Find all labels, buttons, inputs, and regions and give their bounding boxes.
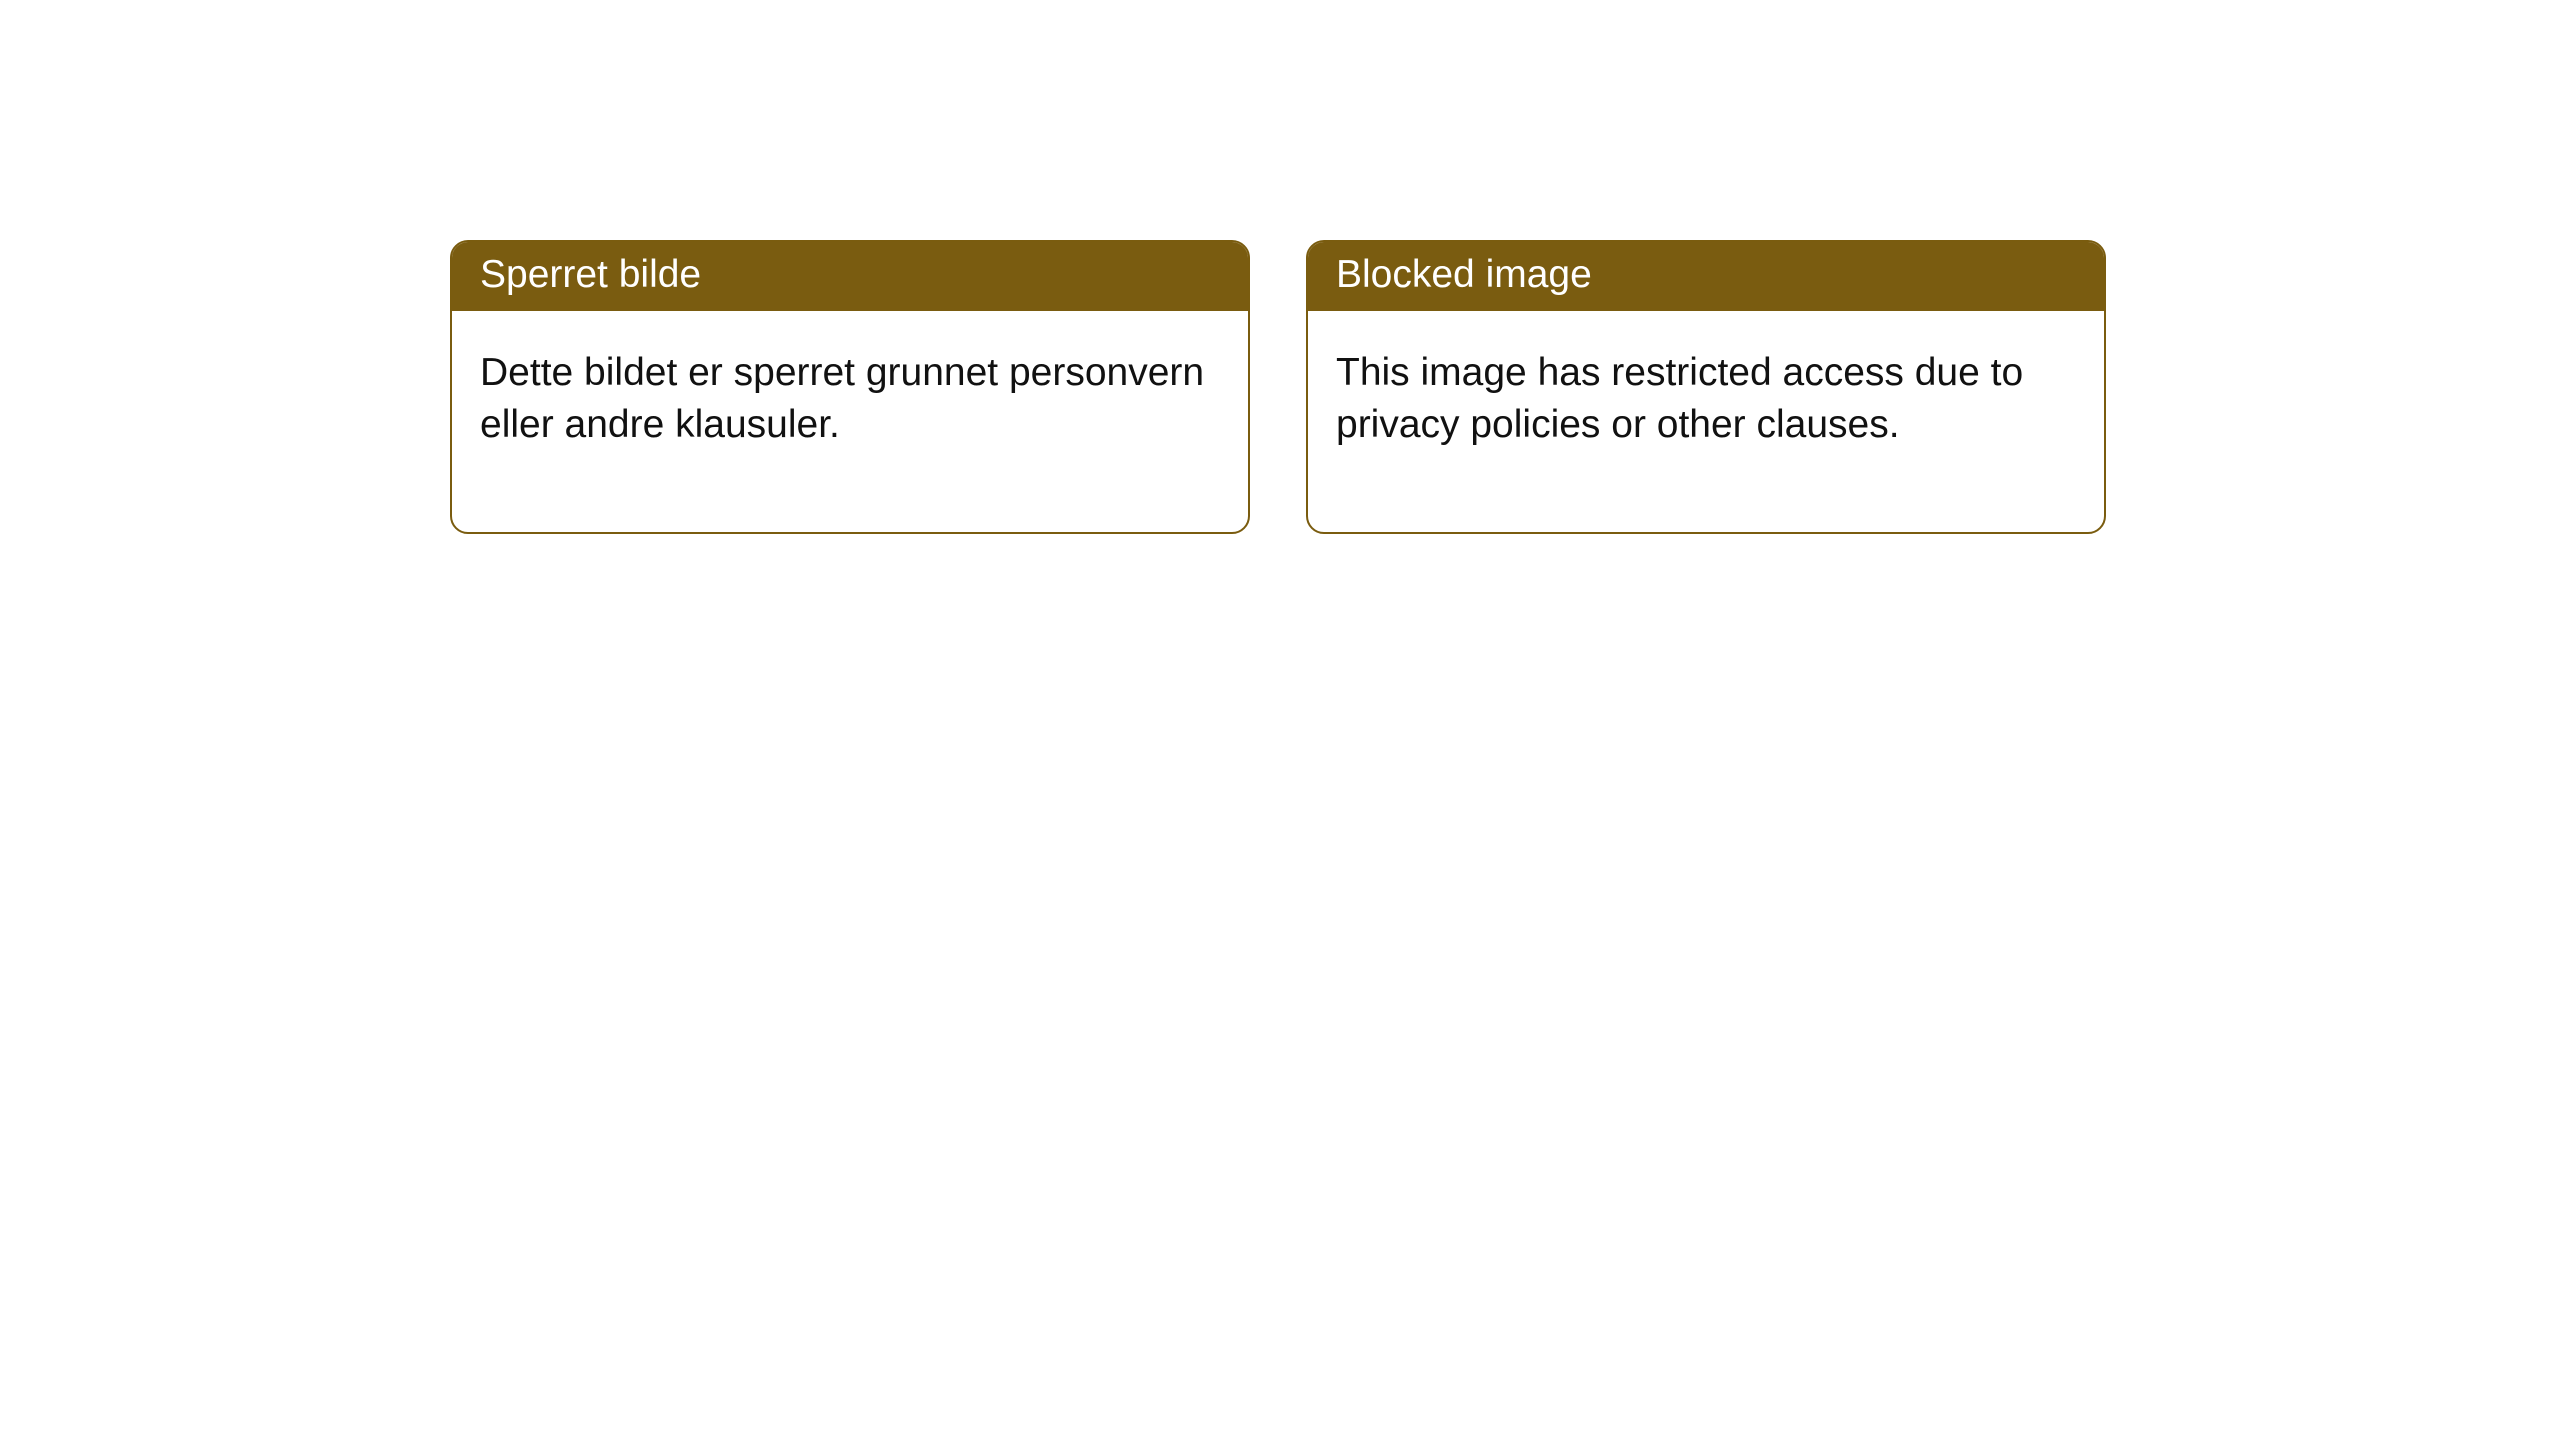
card-body-en: This image has restricted access due to … [1308, 311, 2104, 532]
card-header-no: Sperret bilde [452, 242, 1248, 311]
card-body-no: Dette bildet er sperret grunnet personve… [452, 311, 1248, 532]
blocked-image-card-no: Sperret bilde Dette bildet er sperret gr… [450, 240, 1250, 534]
card-header-en: Blocked image [1308, 242, 2104, 311]
notice-container: Sperret bilde Dette bildet er sperret gr… [0, 0, 2560, 534]
blocked-image-card-en: Blocked image This image has restricted … [1306, 240, 2106, 534]
